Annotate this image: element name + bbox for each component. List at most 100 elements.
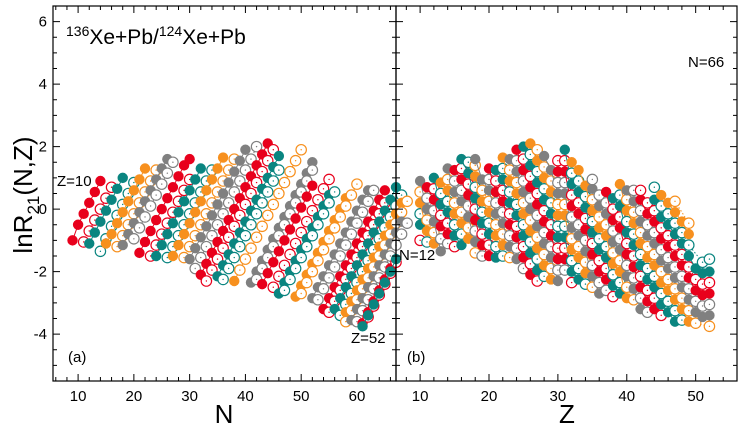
chart-title: 136Xe+Pb/124Xe+Pb [66, 23, 246, 49]
data-point-dot [467, 183, 470, 185]
data-point-dot [294, 242, 297, 245]
data-point [234, 155, 246, 166]
annotation-z10: Z=10 [57, 173, 92, 190]
data-point-dot [233, 158, 235, 160]
data-point-dot [584, 217, 587, 220]
data-point-dot [440, 192, 442, 195]
data-point-dot [660, 249, 662, 251]
data-point-dot [708, 258, 711, 260]
data-point-dot [216, 191, 219, 193]
data-point [184, 185, 195, 196]
data-point-dot [367, 299, 369, 301]
data-point-dot [419, 239, 421, 242]
data-point-dot [688, 309, 690, 312]
data-point-dot [632, 211, 635, 213]
data-point-dot [166, 222, 169, 224]
data-point-dot [653, 186, 656, 188]
data-point-dot [591, 199, 594, 201]
data-point [538, 150, 550, 162]
data-point-dot [495, 245, 497, 248]
data-point-dot [300, 256, 302, 259]
data-point-dot [598, 194, 600, 196]
data-point-dot [233, 225, 235, 228]
data-point-dot [283, 181, 286, 184]
data-point-dot [283, 264, 286, 267]
data-point-dot [99, 208, 102, 210]
data-point-dot [453, 202, 456, 204]
data-point-dot [708, 325, 711, 328]
data-point-dot [177, 234, 180, 237]
x-tick-label: 10 [70, 388, 87, 405]
data-point [190, 207, 201, 218]
data-point [134, 247, 145, 259]
data-point [357, 321, 368, 332]
data-point-dot [122, 203, 124, 206]
data-point-dot [619, 194, 621, 196]
data-point-dot [350, 233, 353, 235]
data-point-dot [619, 259, 621, 262]
data-point [117, 239, 128, 251]
data-point [704, 310, 715, 321]
data-point-dot [550, 180, 552, 182]
data-point-dot [550, 202, 552, 204]
data-point-dot [127, 224, 129, 226]
data-point-dot [278, 192, 280, 195]
data-point-dot [317, 299, 319, 301]
data-point-dot [244, 234, 247, 237]
data-point [229, 166, 240, 177]
data-point [145, 225, 156, 237]
data-point-dot [570, 172, 573, 174]
data-point-dot [543, 209, 545, 212]
data-point-dot [522, 158, 525, 160]
data-point [167, 217, 179, 229]
data-point-dot [250, 192, 252, 195]
data-point-dot [155, 169, 157, 171]
data-point-dot [502, 167, 504, 170]
data-point-dot [701, 305, 704, 307]
data-point-dot [94, 219, 96, 221]
x-tick-label: 30 [550, 388, 567, 405]
data-point-dot [584, 195, 587, 198]
data-point-dot [550, 267, 552, 270]
data-point-dot [239, 180, 241, 182]
data-point-dot [200, 256, 202, 259]
data-point-dot [272, 286, 275, 288]
data-point [566, 157, 577, 168]
data-point-dot [294, 202, 297, 204]
data-point-dot [272, 149, 275, 151]
data-point [704, 288, 715, 299]
data-point-dot [619, 281, 621, 284]
data-point-dot [105, 197, 107, 199]
data-point-dot [570, 216, 573, 218]
data-point-dot [339, 289, 341, 292]
data-point-dot [406, 200, 408, 203]
data-point-dot [300, 231, 302, 234]
data-point-dot [488, 178, 490, 181]
x-tick-label: 20 [126, 388, 143, 405]
data-point-dot [612, 230, 614, 232]
data-point [106, 228, 117, 240]
data-point [256, 278, 268, 290]
x-axis-title-b: Z [559, 399, 575, 429]
data-point-dot [605, 202, 607, 204]
data-point-dot [584, 261, 587, 263]
data-point-dot [440, 214, 442, 217]
data-point [656, 189, 667, 201]
data-point [704, 266, 715, 277]
data-point-dot [294, 267, 297, 270]
data-point-dot [361, 245, 364, 248]
data-point-dot [653, 231, 656, 234]
panel-b-points [414, 138, 716, 333]
data-point-dot [211, 202, 213, 204]
data-point [100, 238, 112, 249]
data-point [240, 144, 251, 155]
data-point-dot [311, 169, 314, 171]
data-point-dot [488, 222, 490, 224]
data-point [229, 275, 240, 287]
data-point-dot [278, 275, 280, 278]
data-point-dot [356, 320, 358, 323]
data-point-dot [646, 245, 649, 248]
data-point [178, 196, 190, 207]
data-point-dot [474, 186, 476, 188]
isotopic-chain [350, 221, 403, 321]
